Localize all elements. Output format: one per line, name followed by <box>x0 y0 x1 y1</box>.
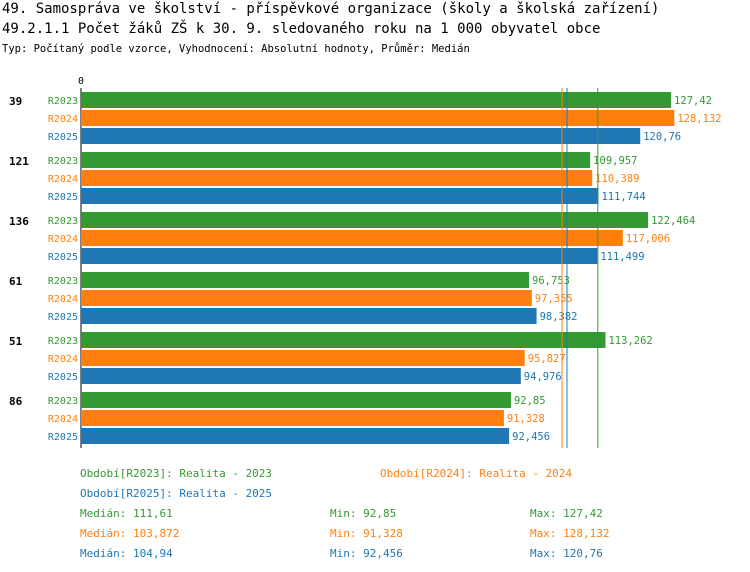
series-label: R2023 <box>48 96 78 107</box>
bar <box>81 350 525 366</box>
value-label: 111,499 <box>600 251 644 263</box>
legend-max: Max: 128,132 <box>530 527 610 540</box>
legend-max: Max: 127,42 <box>530 507 603 520</box>
bar <box>81 308 537 324</box>
legend-median: Medián: 111,61 <box>80 507 173 520</box>
series-label: R2023 <box>48 396 78 407</box>
bar <box>81 428 510 444</box>
bar <box>81 248 598 264</box>
value-label: 95,827 <box>528 353 566 365</box>
legend-period: Období[R2023]: Realita - 2023 <box>80 467 273 480</box>
value-label: 122,464 <box>651 215 695 227</box>
bar <box>81 392 511 408</box>
series-label: R2025 <box>48 132 78 143</box>
legend-period: Období[R2025]: Realita - 2025 <box>80 487 273 500</box>
value-label: 113,262 <box>608 335 652 347</box>
legend-period: Období[R2024]: Realita - 2024 <box>380 467 573 480</box>
bar <box>81 188 599 204</box>
value-label: 117,006 <box>626 233 670 245</box>
axis-zero-label: 0 <box>78 76 84 87</box>
series-label: R2025 <box>48 372 78 383</box>
bar-chart: 0 39 R2023 127,42 R2024 128,132 R2025 120,76 121… <box>9 76 722 448</box>
value-label: 92,85 <box>514 395 546 407</box>
legend-median: Medián: 103,872 <box>80 527 180 540</box>
bar <box>81 290 532 306</box>
value-label: 111,744 <box>601 191 645 203</box>
series-label: R2023 <box>48 336 78 347</box>
bar <box>81 230 623 246</box>
series-label: R2023 <box>48 156 78 167</box>
bar <box>81 152 591 168</box>
bar <box>81 272 530 288</box>
legend-min: Min: 92,85 <box>330 507 397 520</box>
series-label: R2023 <box>48 276 78 287</box>
group-label: 121 <box>9 155 29 168</box>
group-label: 86 <box>9 395 23 408</box>
value-label: 97,355 <box>535 293 573 305</box>
bar <box>81 128 641 144</box>
series-label: R2024 <box>48 414 78 425</box>
series-label: R2024 <box>48 294 78 305</box>
group-label: 61 <box>9 275 23 288</box>
bar <box>81 170 593 186</box>
group-label: 136 <box>9 215 29 228</box>
bar <box>81 368 521 384</box>
series-label: R2023 <box>48 216 78 227</box>
value-label: 110,389 <box>595 173 639 185</box>
legend-min: Min: 92,456 <box>330 547 403 560</box>
chart-type-description: Typ: Počítaný podle vzorce, Vyhodnocení:… <box>2 43 470 55</box>
bar <box>81 212 649 228</box>
series-label: R2024 <box>48 354 78 365</box>
value-label: 96,753 <box>532 275 570 287</box>
value-label: 127,42 <box>674 95 712 107</box>
bar <box>81 332 606 348</box>
legend-median: Medián: 104,94 <box>80 547 173 560</box>
series-label: R2024 <box>48 234 78 245</box>
value-label: 94,976 <box>524 371 562 383</box>
chart-subtitle-indicator: 49.2.1.1 Počet žáků ZŠ k 30. 9. sledovan… <box>2 21 601 37</box>
legend-max: Max: 120,76 <box>530 547 603 560</box>
value-label: 98,382 <box>540 311 578 323</box>
series-label: R2025 <box>48 312 78 323</box>
group-label: 39 <box>9 95 22 108</box>
series-label: R2024 <box>48 174 78 185</box>
series-label: R2025 <box>48 192 78 203</box>
value-label: 120,76 <box>643 131 681 143</box>
bar <box>81 110 675 126</box>
legend-min: Min: 91,328 <box>330 527 403 540</box>
value-label: 91,328 <box>507 413 545 425</box>
chart-title: 49. Samospráva ve školství - příspěvkové… <box>2 1 660 17</box>
series-label: R2025 <box>48 252 78 263</box>
bar <box>81 410 504 426</box>
value-label: 109,957 <box>593 155 637 167</box>
group-label: 51 <box>9 335 23 348</box>
value-label: 92,456 <box>512 431 550 443</box>
series-label: R2024 <box>48 114 78 125</box>
series-label: R2025 <box>48 432 78 443</box>
bar <box>81 92 672 108</box>
value-label: 128,132 <box>677 113 721 125</box>
